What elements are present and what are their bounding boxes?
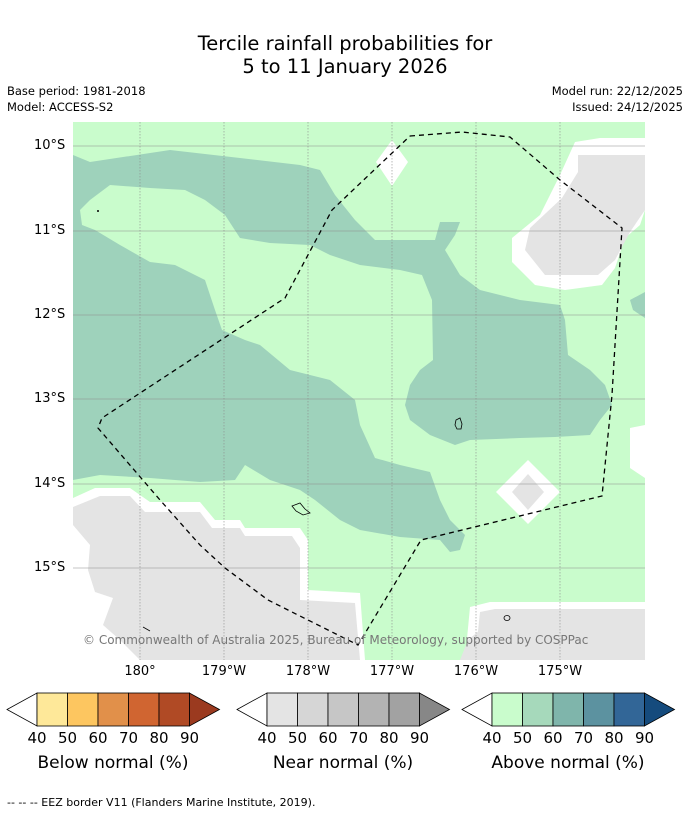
lat-label: 12°S: [34, 307, 66, 322]
island-shape: [454, 417, 463, 430]
colorbar-swatch: [67, 692, 99, 727]
map-title-line1: Tercile rainfall probabilities for: [197, 32, 493, 55]
lon-label: 180°: [124, 664, 156, 679]
colorbar-tick: 90: [634, 729, 655, 747]
colorbar-extend-low: [461, 692, 493, 727]
colorbar-tick: 90: [179, 729, 200, 747]
map-title-line2: 5 to 11 January 2026: [242, 55, 448, 78]
colorbar-swatch: [327, 692, 359, 727]
map-body: [73, 122, 645, 660]
colorbars: [6, 692, 676, 727]
lat-label: 11°S: [34, 223, 66, 238]
colorbar-near-normal: [236, 692, 451, 727]
lon-label: 179°W: [201, 664, 247, 679]
colorbar-tick: 70: [348, 729, 369, 747]
colorbar-tick: 40: [27, 729, 47, 747]
colorbar-tick: 80: [149, 729, 169, 747]
lat-label: 10°S: [34, 138, 66, 153]
colorbar-title-above: Above normal (%): [491, 753, 645, 773]
island-shape: [503, 615, 511, 621]
parallels: [73, 145, 645, 569]
colorbar-tick: 70: [573, 729, 594, 747]
near-normal-diamond: [512, 474, 544, 510]
colorbar-extend-high: [644, 692, 676, 727]
colorbar-swatch: [36, 692, 68, 727]
colorbar-above-normal: [461, 692, 676, 727]
colorbar-extend-low: [6, 692, 38, 727]
colorbar-swatch: [158, 692, 190, 727]
colorbar-tick: 90: [409, 729, 430, 747]
colorbar-title-near: Near normal (%): [272, 753, 414, 773]
model-run: Model run: 22/12/2025: [551, 84, 683, 98]
eez-footnote: -- -- -- EEZ border V11 (Flanders Marine…: [7, 796, 316, 809]
colorbar-tick: 80: [379, 729, 399, 747]
colorbar-swatch: [522, 692, 554, 727]
no-data-patch-north: [376, 140, 408, 186]
eez-border: [97, 131, 623, 646]
colorbar-swatch: [358, 692, 390, 727]
colorbar-tick: 60: [88, 729, 108, 747]
near-normal-region-southwest: [73, 496, 360, 660]
island-shape: [291, 502, 311, 516]
colorbar-tick: 60: [543, 729, 563, 747]
colorbar-below-normal: [6, 692, 221, 727]
graticule: [139, 122, 561, 660]
near-normal-patch-bottom: [460, 625, 530, 660]
colorbar-tick: 40: [482, 729, 502, 747]
colorbar-tick: 40: [257, 729, 277, 747]
lat-label: 14°S: [34, 476, 66, 491]
lat-label: 13°S: [34, 391, 66, 406]
near-normal-region-northeast: [525, 155, 645, 275]
colorbar-swatch: [388, 692, 420, 727]
base-period: Base period: 1981-2018: [7, 84, 146, 98]
colorbar-tick: 50: [57, 729, 78, 747]
colorbar-swatch: [491, 692, 523, 727]
lat-label: 15°S: [34, 560, 66, 575]
issued-date: Issued: 24/12/2025: [572, 100, 683, 114]
colorbar-extend-high: [189, 692, 221, 727]
above-normal-50-region-east: [630, 292, 645, 318]
colorbar-title-below: Below normal (%): [37, 753, 189, 773]
colorbar-swatch: [552, 692, 584, 727]
island-shape: [97, 210, 99, 212]
colorbar-tick: 50: [287, 729, 308, 747]
colorbar-swatch: [583, 692, 615, 727]
lon-label: 177°W: [369, 664, 415, 679]
colorbar-tick: 50: [512, 729, 533, 747]
lon-label: 175°W: [537, 664, 583, 679]
colorbar-swatch: [613, 692, 645, 727]
lon-label: 176°W: [453, 664, 499, 679]
colorbar-swatch: [97, 692, 129, 727]
colorbar-extend-high: [419, 692, 451, 727]
model-name: Model: ACCESS-S2: [7, 100, 114, 114]
lon-label: 178°W: [285, 664, 331, 679]
colorbar-extend-low: [236, 692, 268, 727]
colorbar-swatch: [297, 692, 329, 727]
colorbar-tick: 70: [118, 729, 139, 747]
colorbar-swatch: [128, 692, 160, 727]
no-data-patch-east: [630, 425, 645, 478]
colorbar-swatch: [266, 692, 298, 727]
above-normal-50-region: [73, 150, 612, 552]
colorbar-tick: 60: [318, 729, 338, 747]
colorbar-tick: 80: [604, 729, 624, 747]
island-shape: [142, 626, 151, 632]
copyright-text: © Commonwealth of Australia 2025, Bureau…: [83, 633, 589, 647]
